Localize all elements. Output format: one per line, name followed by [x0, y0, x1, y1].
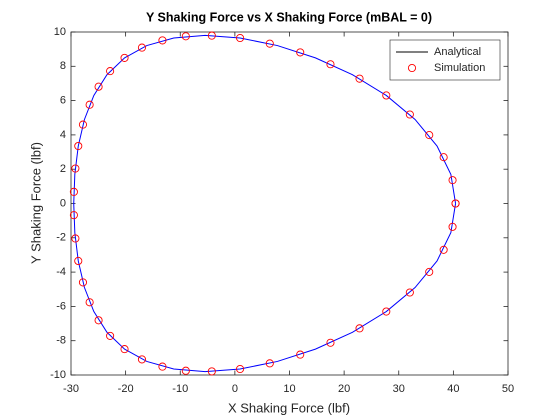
simulation-point	[207, 31, 216, 40]
simulation-point	[448, 176, 457, 185]
analytical-line	[73, 34, 457, 373]
simulation-point	[265, 39, 274, 48]
simulation-point	[439, 245, 448, 254]
simulation-point	[94, 82, 103, 91]
simulation-point	[74, 256, 83, 266]
simulation-point	[236, 33, 245, 43]
legend-label: Simulation	[434, 62, 485, 74]
y-tick-label: -10	[50, 369, 66, 381]
simulation-point	[425, 267, 434, 276]
simulation-point	[78, 278, 88, 287]
simulation-point	[158, 362, 167, 371]
simulation-point	[181, 32, 190, 41]
simulation-point	[355, 324, 364, 333]
y-tick-label: 2	[60, 163, 66, 175]
simulation-point	[405, 288, 414, 297]
simulation-point	[71, 234, 80, 243]
y-tick-label: -2	[56, 232, 66, 244]
chart-title: Y Shaking Force vs X Shaking Force (mBAL…	[146, 10, 432, 24]
x-tick-label: -20	[118, 383, 134, 395]
x-axis-label: X Shaking Force (lbf)	[228, 400, 350, 415]
simulation-point	[382, 307, 391, 316]
simulation-point	[137, 355, 147, 364]
simulation-point	[78, 120, 88, 129]
x-tick-label: 40	[447, 383, 459, 395]
simulation-point	[94, 316, 103, 325]
y-tick-label: 4	[60, 129, 66, 141]
legend-marker	[407, 63, 417, 73]
y-tick-label: -4	[56, 266, 66, 278]
y-tick-label: -8	[56, 335, 66, 347]
legend-label: Analytical	[434, 46, 481, 58]
simulation-point	[355, 74, 364, 83]
simulation-point	[451, 199, 460, 208]
y-tick-label: 10	[54, 26, 66, 38]
plot-area	[70, 31, 509, 376]
y-tick-label: 8	[60, 60, 66, 72]
simulation-point	[181, 366, 190, 375]
legend: Analytical Simulation	[389, 39, 501, 81]
simulation-point	[74, 141, 83, 151]
simulation-point	[71, 164, 80, 173]
x-tick-label: -10	[172, 383, 188, 395]
simulation-point	[326, 60, 335, 69]
simulation-point	[106, 67, 115, 76]
simulation-point	[326, 338, 335, 347]
simulation-point	[207, 367, 216, 376]
x-tick-label: 20	[338, 383, 350, 395]
simulation-point	[265, 359, 274, 368]
simulation-point	[405, 110, 414, 119]
simulation-point	[85, 298, 94, 307]
y-axis-label: Y Shaking Force (lbf)	[28, 142, 43, 264]
simulation-point	[296, 48, 305, 57]
simulation-point	[439, 153, 448, 162]
simulation-point	[69, 187, 78, 196]
simulation-point	[137, 43, 147, 52]
simulation-point	[120, 345, 129, 354]
simulation-point	[425, 131, 434, 140]
simulation-point	[448, 222, 457, 231]
x-tick-label: 50	[502, 383, 514, 395]
x-tick-label: -30	[63, 383, 79, 395]
x-tick-label: 30	[393, 383, 405, 395]
legend-box	[389, 39, 501, 81]
y-tick-label: -6	[56, 300, 66, 312]
simulation-point	[85, 100, 94, 109]
simulation-point	[382, 91, 391, 100]
x-tick-label: 0	[232, 383, 238, 395]
x-tick-label: 10	[283, 383, 295, 395]
simulation-point	[69, 211, 78, 220]
y-tick-label: 6	[60, 95, 66, 107]
simulation-point	[236, 364, 245, 374]
y-tick-label: 0	[60, 197, 66, 209]
simulation-point	[158, 36, 167, 45]
simulation-point	[106, 331, 115, 340]
simulation-point	[296, 350, 305, 359]
simulation-point	[120, 53, 129, 62]
